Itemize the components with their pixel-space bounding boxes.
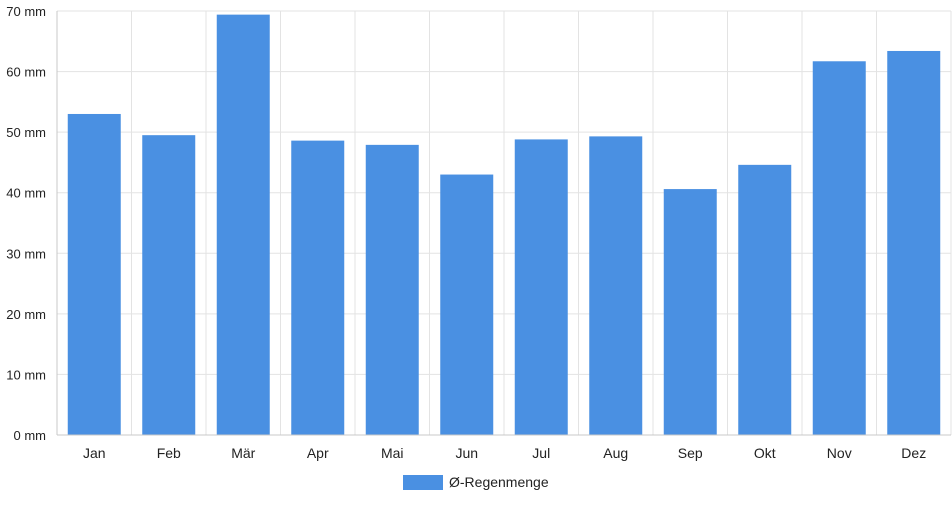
y-tick-label: 40 mm: [6, 186, 46, 201]
bar-9: [738, 164, 792, 435]
x-tick-label: Apr: [307, 445, 329, 461]
x-tick-label: Mai: [381, 445, 404, 461]
bar-11: [887, 50, 941, 435]
bar-5: [440, 174, 494, 436]
bar-1: [142, 135, 196, 435]
bar-7: [589, 136, 643, 435]
x-tick-label: Jul: [532, 445, 550, 461]
x-tick-label: Feb: [157, 445, 181, 461]
bar-6: [514, 139, 568, 435]
bars: [67, 14, 941, 436]
bar-8: [663, 189, 717, 435]
bar-0: [67, 113, 121, 435]
legend: Ø-Regenmenge: [403, 474, 549, 490]
y-tick-labels: 0 mm 10 mm 20 mm 30 mm 40 mm 50 mm 60 mm 70 mm: [6, 4, 46, 443]
y-tick-label: 50 mm: [6, 125, 46, 140]
x-tick-label: Mär: [231, 445, 255, 461]
y-tick-label: 60 mm: [6, 65, 46, 80]
bar-10: [812, 61, 866, 435]
bar-4: [365, 144, 419, 435]
x-tick-label: Aug: [603, 445, 628, 461]
x-tick-label: Okt: [754, 445, 776, 461]
x-tick-label: Jan: [83, 445, 106, 461]
y-tick-label: 10 mm: [6, 367, 46, 382]
legend-swatch: [403, 475, 443, 490]
legend-label: Ø-Regenmenge: [449, 474, 549, 490]
x-tick-label: Sep: [678, 445, 703, 461]
x-tick-labels: Jan Feb Mär Apr Mai Jun Jul Aug Sep Okt Nov Dez: [83, 445, 926, 461]
x-tick-label: Dez: [901, 445, 926, 461]
axes: [56, 11, 951, 436]
bar-3: [291, 140, 345, 435]
y-tick-label: 0 mm: [14, 428, 47, 443]
bar-2: [216, 14, 270, 436]
y-tick-label: 30 mm: [6, 246, 46, 261]
y-tick-label: 20 mm: [6, 307, 46, 322]
x-tick-label: Nov: [827, 445, 852, 461]
y-tick-label: 70 mm: [6, 4, 46, 19]
x-tick-label: Jun: [455, 445, 478, 461]
grid-lines: [56, 10, 952, 435]
